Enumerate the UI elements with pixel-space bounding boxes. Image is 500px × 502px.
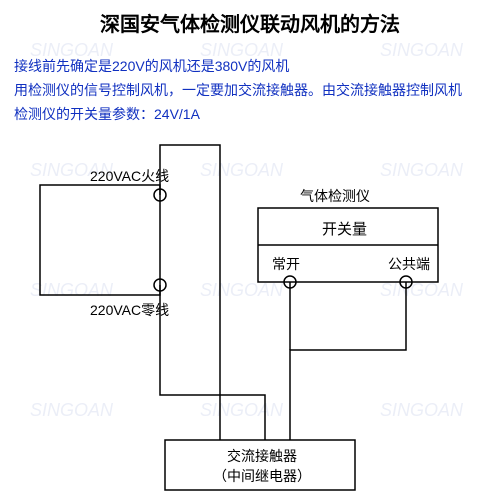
label-normally-open: 常开 [272,254,300,274]
wire-1 [160,285,265,440]
instructions-block: 接线前先确定是220V的风机还是380V的风机 用检测仪的信号控制风机，一定要加… [0,37,500,126]
wire-0 [160,145,220,440]
watermark-text: SINGOAN [380,400,463,421]
page-title: 深国安气体检测仪联动风机的方法 [0,0,500,37]
watermark-text: SINGOAN [380,160,463,181]
watermark-text: SINGOAN [200,160,283,181]
fan-box [40,185,160,295]
label-live-wire: 220VAC火线 [90,166,169,186]
instruction-line-1: 接线前先确定是220V的风机还是380V的风机 [14,55,486,79]
watermark-text: SINGOAN [30,280,113,301]
label-common: 公共端 [388,254,430,274]
label-contactor-line2: （中间继电器） [210,466,314,486]
terminal-common [400,276,412,288]
label-detector-title: 气体检测仪 [300,186,370,206]
instruction-line-2: 用检测仪的信号控制风机，一定要加交流接触器。由交流接触器控制风机 [14,79,486,103]
watermark-text: SINGOAN [30,400,113,421]
label-neutral-wire: 220VAC零线 [90,300,169,320]
wire-3 [290,282,406,440]
watermark-text: SINGOAN [200,280,283,301]
instruction-line-3: 检测仪的开关量参数：24V/1A [14,103,486,127]
terminal-normally-open [284,276,296,288]
terminal-neutral [154,279,166,291]
label-contactor-line1: 交流接触器 [222,446,302,466]
label-switch-qty: 开关量 [322,218,367,239]
watermark-text: SINGOAN [200,400,283,421]
terminal-live [154,189,166,201]
watermark-text: SINGOAN [380,280,463,301]
